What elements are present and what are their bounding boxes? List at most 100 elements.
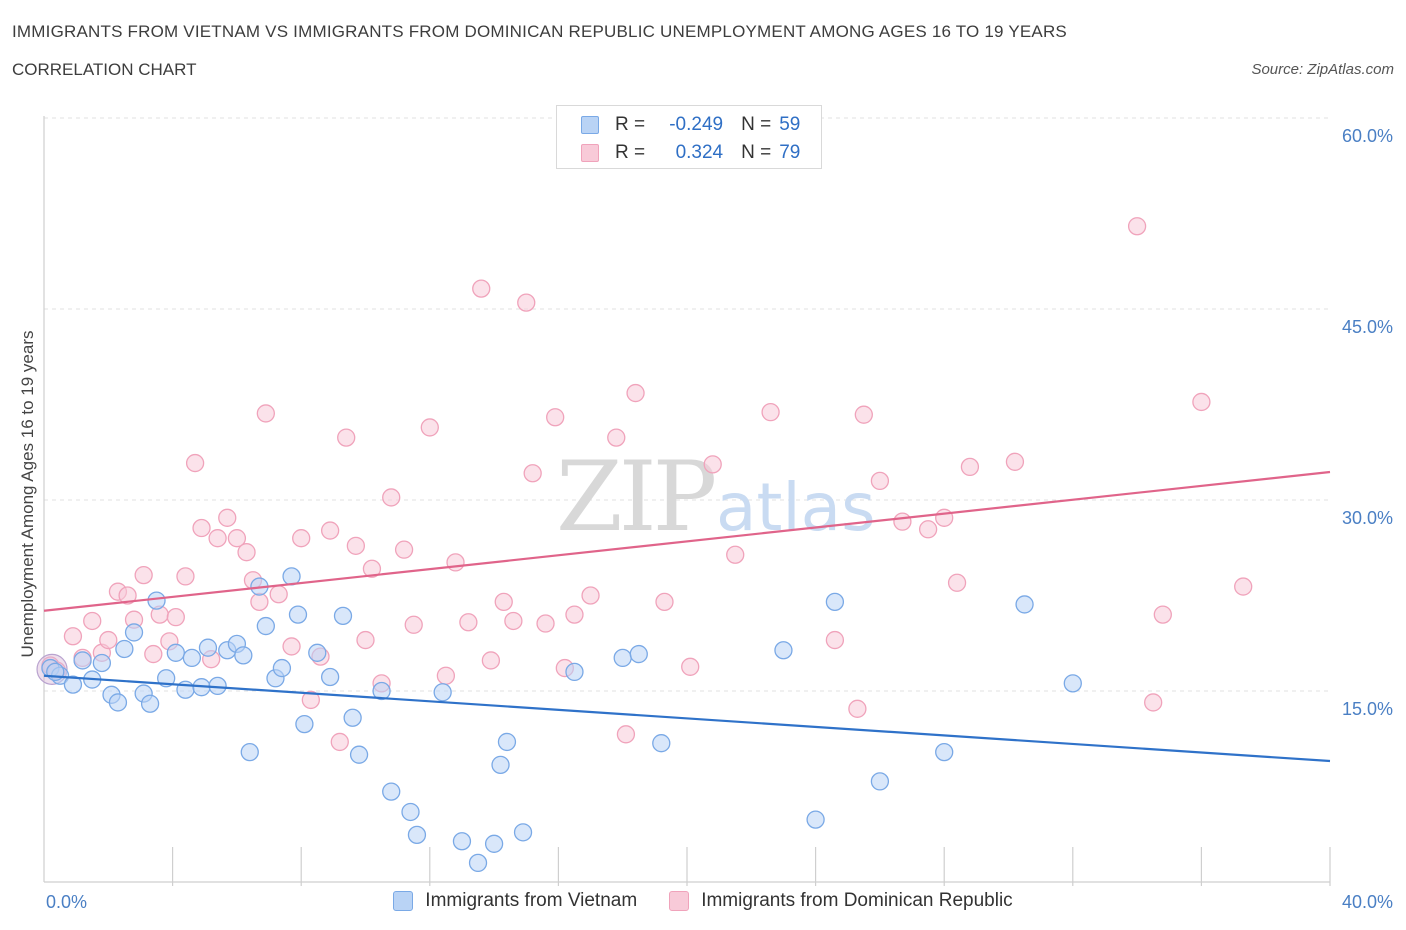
dominican-point (565, 605, 584, 624)
dominican-point (250, 592, 269, 612)
vietnam-point (63, 675, 83, 694)
source-label: Source: ZipAtlas.com (1251, 61, 1394, 78)
dominican-point (446, 553, 465, 572)
vietnam-point (491, 755, 510, 775)
dominican-point (99, 630, 118, 650)
vietnam-point (166, 643, 185, 662)
watermark: ZIP atlas (556, 441, 876, 553)
dominican-point (536, 614, 555, 633)
legend-swatch-vietnam (581, 116, 599, 134)
vietnam-point (198, 638, 218, 657)
dominican-point (269, 585, 288, 604)
dominican-point (436, 666, 456, 685)
legend-n-label: N = (741, 114, 772, 135)
dominican-point (134, 565, 153, 585)
dominican-point (726, 545, 745, 564)
vietnam-point (433, 683, 452, 702)
legend-r-value: -0.249 (669, 114, 724, 135)
dominican-point (825, 630, 845, 650)
legend-r-label: R = (615, 114, 646, 135)
dominican-point (176, 567, 195, 586)
vietnam-point (825, 592, 845, 612)
vietnam-point (652, 734, 671, 753)
vietnam-point (234, 646, 253, 665)
dominican-point (481, 651, 501, 670)
vietnam-point (870, 772, 890, 791)
vietnam-point (182, 648, 202, 668)
vietnam-point (382, 782, 401, 801)
dominican-point (356, 630, 375, 650)
legend-row-vietnam: R = -0.249 N = 59 (581, 113, 800, 137)
vietnam-point (124, 623, 144, 642)
vietnam-point (320, 667, 340, 687)
dominican-point (63, 627, 83, 646)
dominican-point (655, 592, 674, 612)
dominican-point (256, 404, 275, 423)
grid-lines (44, 117, 1330, 692)
vietnam-point (484, 834, 504, 853)
legend-row-dominican: R = 0.324 N = 79 (581, 141, 800, 165)
dominican-point (208, 529, 227, 548)
dominican-point (420, 418, 439, 437)
dominican-point (346, 536, 366, 555)
dominican-point (382, 488, 401, 507)
dominican-point (523, 464, 542, 483)
chart-title: IMMIGRANTS FROM VIETNAM VS IMMIGRANTS FR… (12, 22, 1067, 41)
vietnam-point (288, 605, 308, 624)
legend-label-dominican: Immigrants from Dominican Republic (701, 890, 1013, 911)
legend-r-value: 0.324 (675, 142, 724, 163)
dominican-point (616, 725, 636, 744)
vietnam-point (401, 802, 420, 822)
legend-label-vietnam: Immigrants from Vietnam (425, 890, 638, 911)
vietnam-point (613, 648, 632, 668)
series-dominican-points (36, 217, 1253, 752)
dominican-point (227, 529, 247, 548)
dominican-trend-line (43, 470, 1331, 612)
dominican-point (918, 520, 938, 539)
y-tick-label: 60.0% (1342, 126, 1393, 146)
dominican-point (703, 455, 722, 474)
dominican-point (301, 690, 320, 710)
dominican-point (626, 383, 645, 403)
vietnam-point (115, 639, 134, 659)
dominican-point (472, 279, 491, 298)
dominican-point (848, 699, 867, 718)
dominican-point (320, 521, 340, 540)
series-legend: Immigrants from Vietnam Immigrants from … (0, 890, 1406, 912)
watermark-zip: ZIP (556, 441, 715, 553)
tick-labels: 15.0% 30.0% 45.0% 60.0% 0.0% 40.0% (46, 126, 1393, 912)
dominican-point (893, 512, 912, 531)
legend-n-value: 59 (779, 114, 801, 135)
dominican-point (517, 293, 536, 312)
dominican-point (761, 402, 780, 422)
dominican-point (404, 615, 423, 634)
vietnam-point (256, 616, 275, 636)
vietnam-point (774, 641, 793, 660)
dominican-point (581, 586, 600, 605)
vietnam-trend-line (43, 674, 1331, 763)
dominican-point (330, 732, 349, 752)
vietnam-point (565, 662, 584, 682)
dominican-point (118, 586, 137, 605)
vietnam-point (629, 644, 648, 664)
dominican-point (870, 471, 890, 491)
y-tick-label: 30.0% (1342, 508, 1393, 528)
vietnam-point (372, 681, 391, 701)
dominican-point (192, 518, 211, 538)
dominican-point (947, 573, 967, 592)
vietnam-point (240, 742, 259, 762)
dominican-point (292, 529, 311, 548)
dominican-point (1144, 693, 1163, 712)
dominican-point (144, 644, 163, 664)
dominican-point (1234, 577, 1253, 596)
legend-swatch-vietnam (393, 891, 414, 911)
vietnam-point (806, 810, 825, 829)
legend-n-value: 79 (779, 142, 801, 163)
vietnam-point (73, 651, 92, 670)
y-tick-label: 15.0% (1342, 699, 1393, 719)
dominican-point (237, 543, 256, 562)
watermark-atlas: atlas (716, 469, 876, 546)
vietnam-point (935, 742, 954, 762)
dominican-point (681, 657, 700, 676)
